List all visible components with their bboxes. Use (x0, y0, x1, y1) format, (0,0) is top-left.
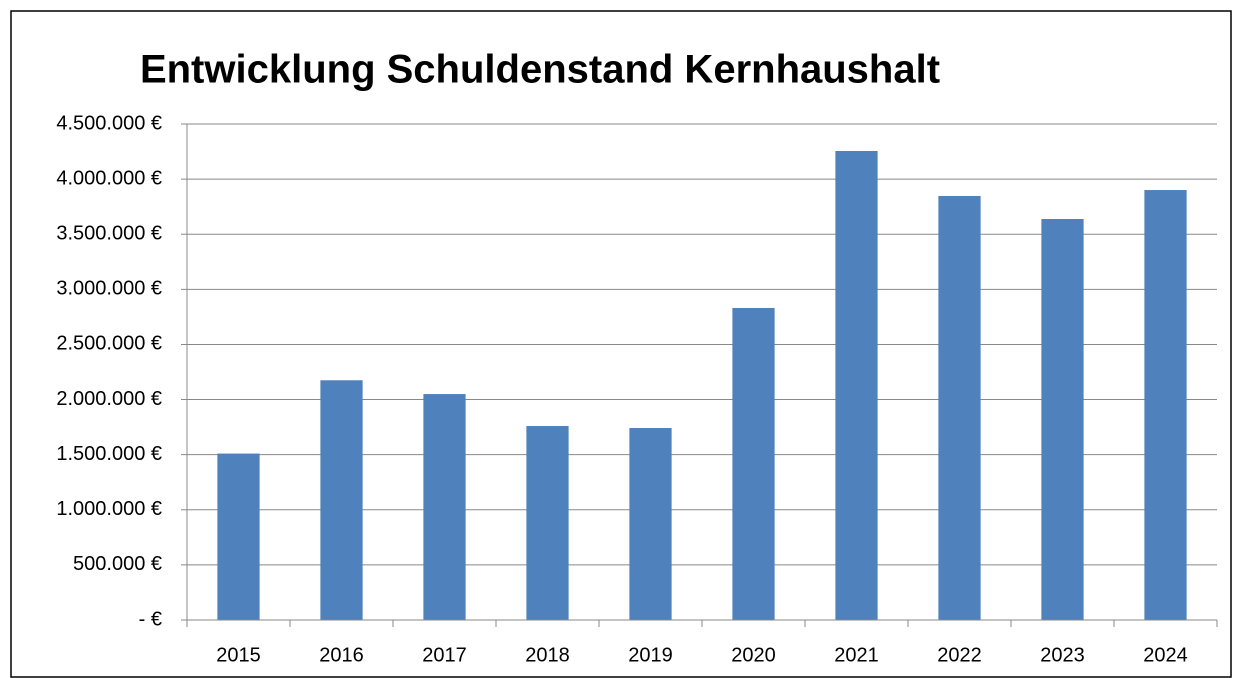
y-tick-label: 1.000.000 € (56, 498, 162, 520)
x-tick-label: 2021 (834, 644, 879, 666)
bar (1041, 219, 1084, 621)
y-tick-label: - € (139, 608, 162, 630)
y-tick-label: 1.500.000 € (56, 443, 162, 465)
x-tick-label: 2017 (422, 644, 467, 666)
bar (732, 307, 775, 620)
y-tick-label: 500.000 € (73, 553, 162, 575)
x-tick-label: 2015 (216, 644, 261, 666)
bar (526, 426, 569, 620)
bar (835, 151, 878, 620)
bar (320, 380, 363, 620)
x-tick-label: 2022 (937, 644, 982, 666)
bar (1144, 190, 1187, 620)
x-tick-label: 2023 (1040, 644, 1085, 666)
y-tick-label: 3.000.000 € (56, 278, 162, 300)
y-tick-label: 4.000.000 € (56, 167, 162, 189)
bar (423, 394, 466, 620)
bar (217, 453, 260, 620)
y-tick-label: 4.500.000 € (56, 112, 162, 134)
y-tick-label: 2.500.000 € (56, 333, 162, 355)
bar (629, 427, 672, 620)
chart-title: Entwicklung Schuldenstand Kernhaushalt (140, 48, 940, 92)
bar (938, 195, 981, 621)
x-tick-label: 2018 (525, 644, 570, 666)
y-tick-label: 3.500.000 € (56, 223, 162, 245)
x-tick-label: 2019 (628, 644, 673, 666)
y-tick-label: 2.000.000 € (56, 388, 162, 410)
x-tick-label: 2020 (731, 644, 776, 666)
x-tick-label: 2016 (319, 644, 364, 666)
x-tick-label: 2024 (1143, 644, 1188, 666)
